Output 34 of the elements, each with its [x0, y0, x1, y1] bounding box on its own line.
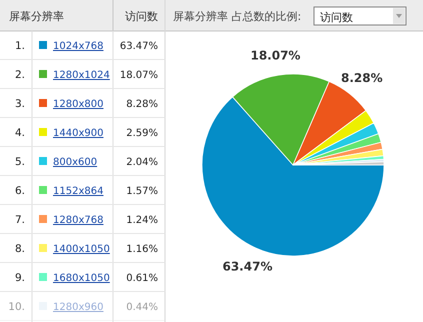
legend-row: 1. 1024x768 63.47%: [0, 40, 166, 60]
legend-row: 9. 1680x1050 0.61%: [0, 272, 166, 292]
data-label: 1.57%: [126, 186, 158, 197]
legend-row: 3. 1280x800 8.28%: [0, 98, 166, 118]
legend-row: 10. 1280x960 0.44%: [0, 301, 166, 321]
data-label: 63.47%: [222, 259, 272, 274]
legend-label: 1280x800: [53, 99, 104, 110]
data-label: 8.28%: [341, 70, 383, 85]
legend-label: 1440x900: [53, 128, 104, 139]
legend-label: 1280x768: [53, 215, 104, 226]
legend-row: 2. 1280x1024 18.07%: [0, 69, 166, 89]
text: 访问数: [125, 10, 158, 23]
legend-label: 1280x960: [53, 302, 104, 313]
legend-label: 1400x1050: [53, 244, 110, 255]
legend-row: 6. 1152x864 1.57%: [0, 185, 166, 205]
data-label: 2.04%: [126, 157, 158, 168]
legend-label: 800x600: [53, 157, 98, 168]
data-label: 2.59%: [126, 128, 158, 139]
data-label: 0.44%: [126, 302, 158, 313]
legend-label: 1152x864: [53, 186, 104, 197]
data-label: 1.16%: [126, 244, 158, 255]
legend-title: 屏幕分辨率: [9, 10, 64, 23]
legend-row: 7. 1280x768 1.24%: [0, 214, 166, 234]
legend-row: 8. 1400x1050 1.16%: [0, 243, 166, 263]
legend-row: 5. 800x600 2.04%: [0, 156, 166, 176]
data-label: 1.24%: [126, 215, 158, 226]
legend-label: 1280x1024: [53, 70, 110, 81]
data-label: 18.07%: [250, 48, 300, 62]
dropdown: 访问数: [314, 6, 406, 26]
legend-label: 1680x1050: [53, 273, 110, 284]
legend-label: 1024x768: [53, 41, 104, 52]
data-label: 0.61%: [126, 273, 158, 284]
chart-title: 屏幕分辨率 占总数的比例:: [173, 10, 302, 23]
legend-row: 4. 1440x900 2.59%: [0, 127, 166, 147]
